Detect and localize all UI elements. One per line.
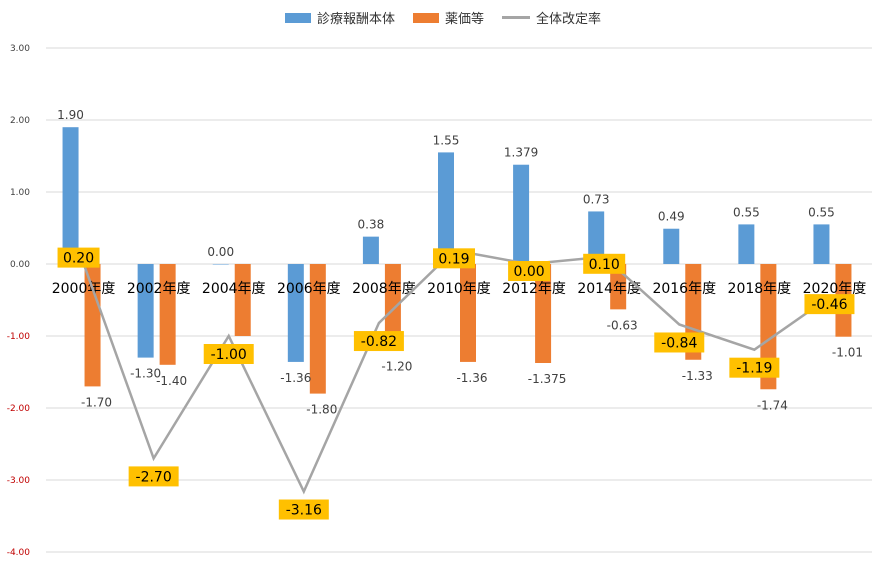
line-label-zentai: 0.20 [63, 251, 94, 267]
bar-label-honntai: 0.38 [358, 218, 385, 232]
bar-honntai [663, 228, 680, 264]
line-label-box [583, 253, 626, 274]
bar-yakka [610, 264, 627, 310]
x-tick-label: 2000年度 [52, 281, 116, 297]
line-zentai [77, 248, 831, 495]
bar-yakka [460, 264, 476, 362]
line-label-zentai: 0.00 [514, 264, 545, 280]
legend-label-honntai: 診療報酬本体 [316, 12, 395, 27]
line-label-box [508, 261, 551, 281]
bar-honntai [588, 211, 605, 264]
bar-yakka [234, 264, 251, 336]
line-label-box [278, 499, 329, 520]
bar-label-yakka: -1.70 [81, 395, 112, 409]
legend-label-yakka: 薬価等 [444, 12, 484, 27]
bar-honntai [438, 152, 454, 264]
y-tick-label: 2.00 [10, 116, 30, 126]
line-label-box [203, 344, 254, 364]
line-label-box [654, 332, 705, 353]
bar-yakka [535, 264, 552, 363]
y-tick-label: 0.00 [10, 260, 30, 270]
bar-label-yakka: -1.74 [757, 398, 788, 412]
bar-yakka [309, 264, 326, 394]
bar-label-honntai: 0.49 [658, 210, 685, 224]
x-tick-label: 2012年度 [502, 281, 566, 297]
chart-legend: 診療報酬本体 薬価等 全体改定率 [0, 8, 886, 27]
x-tick-label: 2004年度 [202, 281, 266, 297]
x-tick-label: 2006年度 [277, 281, 341, 297]
bar-label-honntai: 0.55 [733, 205, 760, 219]
line-label-zentai: -1.00 [211, 347, 247, 363]
bar-yakka [685, 264, 702, 360]
line-label-zentai: 0.10 [589, 257, 620, 273]
y-tick-label: 3.00 [10, 44, 30, 54]
line-label-zentai: -0.84 [661, 335, 697, 351]
bar-honntai [62, 127, 79, 264]
line-label-zentai: -2.70 [136, 469, 172, 485]
x-tick-label: 2016年度 [652, 281, 716, 297]
line-label-zentai: -0.46 [811, 297, 847, 313]
bar-label-yakka: -1.33 [682, 369, 713, 383]
bar-yakka [84, 264, 101, 387]
bar-label-yakka: -1.40 [156, 374, 187, 388]
bar-honntai [212, 264, 229, 265]
bar-label-honntai: 0.73 [583, 192, 610, 206]
legend-swatch-zentai [502, 16, 530, 19]
legend-swatch-honntai [284, 12, 311, 23]
bar-label-yakka: -1.80 [306, 403, 337, 417]
legend-label-zentai: 全体改定率 [536, 12, 602, 27]
x-tick-label: 2020年度 [803, 281, 867, 297]
x-tick-label: 2018年度 [728, 281, 792, 297]
bar-honntai [738, 224, 755, 264]
legend-item-zentai: 全体改定率 [502, 8, 601, 27]
line-label-zentai: -1.19 [736, 361, 772, 377]
line-label-box [57, 247, 100, 268]
line-label-zentai: -0.82 [361, 334, 397, 350]
bar-yakka [159, 264, 176, 365]
line-label-zentai: -3.16 [286, 503, 322, 519]
bar-yakka [760, 264, 777, 390]
y-tick-label: -1.00 [7, 332, 31, 342]
bar-label-yakka: -1.20 [381, 359, 412, 373]
bar-honntai [137, 264, 154, 358]
bar-label-honntai: -1.30 [130, 367, 161, 381]
line-label-zentai: 0.19 [438, 251, 469, 267]
bar-label-yakka: -1.375 [528, 372, 567, 386]
y-tick-label: 1.00 [10, 188, 30, 198]
bar-label-yakka: -1.01 [832, 346, 863, 360]
bar-label-yakka: -0.63 [607, 318, 638, 332]
line-label-box [433, 248, 475, 269]
bar-label-honntai: 0.00 [207, 245, 234, 259]
line-label-box [804, 294, 855, 315]
y-tick-label: -4.00 [7, 548, 31, 558]
bar-honntai [362, 236, 379, 264]
bar-label-yakka: -1.36 [456, 371, 487, 385]
line-label-box [353, 331, 404, 352]
x-tick-label: 2014年度 [577, 281, 641, 297]
y-tick-label: -2.00 [7, 404, 31, 414]
x-tick-label: 2002年度 [127, 281, 191, 297]
y-tick-label: -3.00 [7, 476, 31, 486]
bar-label-honntai: -1.36 [280, 371, 311, 385]
line-label-box [729, 357, 780, 378]
legend-item-yakka: 薬価等 [412, 8, 484, 27]
bar-yakka [835, 264, 852, 337]
bar-label-honntai: 1.90 [57, 108, 84, 122]
bar-yakka [384, 264, 401, 351]
bar-honntai [513, 164, 530, 264]
x-tick-label: 2008年度 [352, 281, 416, 297]
legend-swatch-yakka [412, 12, 439, 23]
legend-item-honntai: 診療報酬本体 [284, 8, 395, 27]
bar-honntai [813, 224, 830, 264]
bar-honntai [287, 264, 304, 362]
bar-label-honntai: 1.55 [433, 133, 460, 147]
bar-label-honntai: 0.55 [808, 205, 835, 219]
line-label-box [128, 466, 179, 487]
x-tick-label: 2010年度 [427, 281, 491, 297]
bar-label-honntai: 1.379 [504, 146, 538, 160]
